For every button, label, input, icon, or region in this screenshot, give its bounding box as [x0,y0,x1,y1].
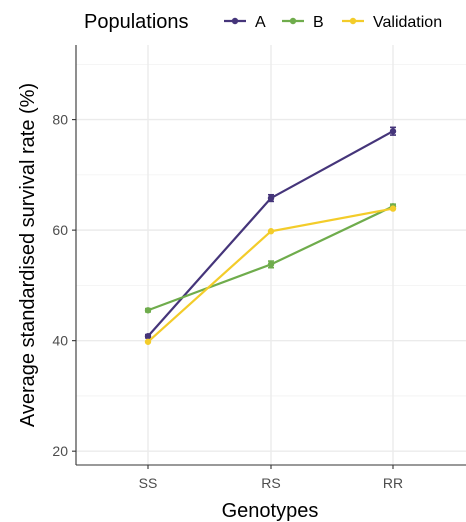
legend: Populations A B Validation [84,11,442,33]
data-point-a [267,194,275,202]
legend-label: Validation [373,14,442,31]
legend-key-point [231,17,239,25]
y-tick-label: 20 [52,443,68,459]
data-point-b [267,261,275,268]
y-tick-label: 60 [52,222,68,238]
x-tick-label: RS [261,475,280,491]
legend-item-b: B [282,14,324,31]
series-validation [144,205,397,345]
x-tick-label: SS [139,475,158,491]
legend-key-point [349,17,357,25]
legend-key-point [289,17,297,25]
y-tick-label: 80 [52,112,68,128]
legend-label: A [255,14,266,31]
legend-item-a: A [224,14,266,31]
data-point-validation [389,205,397,212]
data-point-validation [144,338,152,345]
x-axis-title: Genotypes [222,500,319,522]
legend-item-validation: Validation [342,14,442,31]
data-point-b [144,307,152,314]
data-point-a [144,333,152,340]
legend-title: Populations [84,11,189,33]
x-tick-label: RR [383,475,403,491]
data-point-a [389,128,397,135]
series-b [144,203,397,314]
y-axis-title: Average standardised survival rate (%) [17,83,39,427]
y-tick-label: 40 [52,333,68,349]
data-point-validation [267,228,275,235]
series-a [144,126,397,340]
legend-label: B [313,14,324,31]
